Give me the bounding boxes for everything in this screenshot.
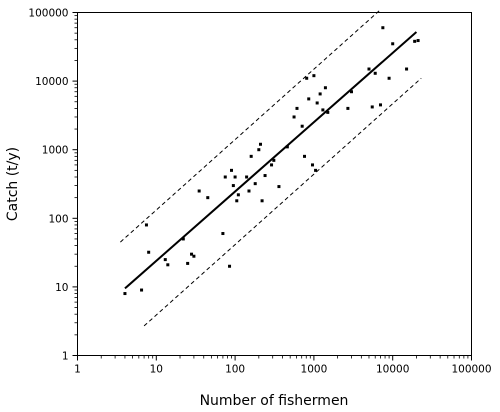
scatter-points	[123, 26, 420, 296]
data-point	[303, 154, 307, 158]
y-tick-label: 10000	[35, 76, 68, 88]
data-point	[140, 288, 144, 292]
x-axis-title: Number of fishermen	[200, 393, 349, 409]
data-point	[235, 199, 239, 203]
data-point	[373, 71, 377, 75]
data-point	[263, 174, 267, 178]
data-point	[370, 105, 374, 109]
data-point	[285, 145, 289, 149]
y-tick-label: 1000	[42, 145, 69, 157]
plot-frame	[77, 12, 472, 356]
data-point	[349, 90, 353, 94]
data-point	[229, 168, 233, 172]
x-tick-label: 1	[74, 364, 81, 376]
y-tick-label: 100000	[28, 8, 68, 20]
x-tick-label: 100000	[451, 364, 491, 376]
data-point	[413, 39, 417, 43]
data-point	[249, 154, 253, 158]
confidence-bound-line	[120, 9, 381, 243]
y-axis-title: Catch (t/y)	[5, 147, 21, 221]
data-point	[147, 250, 151, 254]
data-point	[197, 189, 201, 193]
data-point	[416, 39, 420, 43]
data-point	[318, 92, 322, 96]
data-point	[186, 261, 190, 265]
data-point	[387, 76, 391, 80]
data-point	[381, 26, 385, 30]
data-point	[326, 110, 330, 114]
data-point	[312, 74, 316, 78]
data-point	[236, 193, 240, 197]
data-point	[272, 158, 276, 162]
data-point	[277, 185, 281, 189]
data-point	[247, 189, 251, 193]
data-point	[292, 115, 296, 119]
data-point	[307, 97, 311, 101]
data-point	[378, 103, 382, 107]
data-point	[123, 292, 127, 296]
data-point	[206, 196, 210, 200]
data-point	[253, 182, 257, 186]
data-point	[166, 263, 170, 267]
data-point	[314, 168, 318, 172]
y-axis-ticks: 1 10 100 1000 10000 100000	[28, 8, 78, 363]
series-lines	[120, 9, 422, 327]
regression-line	[124, 31, 418, 290]
data-point	[257, 148, 261, 152]
data-point	[367, 67, 371, 71]
data-point	[311, 163, 315, 167]
x-tick-label: 10	[150, 364, 163, 376]
data-point	[305, 76, 309, 80]
y-tick-label: 10	[55, 282, 68, 294]
data-point	[405, 67, 409, 71]
data-point	[321, 108, 325, 112]
data-point	[270, 163, 274, 167]
y-tick-label: 1	[62, 351, 69, 363]
data-point	[233, 175, 237, 179]
data-point	[260, 199, 264, 203]
y-tick-label: 100	[48, 213, 68, 225]
data-point	[221, 232, 225, 236]
data-point	[144, 223, 148, 227]
data-point	[245, 175, 249, 179]
x-tick-label: 10000	[376, 364, 409, 376]
data-point	[258, 142, 262, 146]
data-point	[315, 101, 319, 105]
data-point	[181, 237, 185, 241]
x-tick-label: 100	[225, 364, 245, 376]
data-point	[391, 42, 395, 46]
data-point	[192, 254, 196, 258]
x-axis-ticks: 1 10 100 1000 10000 100000	[74, 355, 492, 376]
data-point	[163, 258, 167, 262]
data-point	[346, 106, 350, 110]
confidence-bound-line	[143, 77, 422, 327]
data-point	[300, 124, 304, 128]
data-point	[231, 184, 235, 188]
data-point	[190, 252, 194, 256]
data-point	[295, 106, 299, 110]
data-point	[223, 175, 227, 179]
x-tick-label: 1000	[301, 364, 328, 376]
data-point	[228, 264, 232, 268]
data-point	[323, 86, 327, 90]
